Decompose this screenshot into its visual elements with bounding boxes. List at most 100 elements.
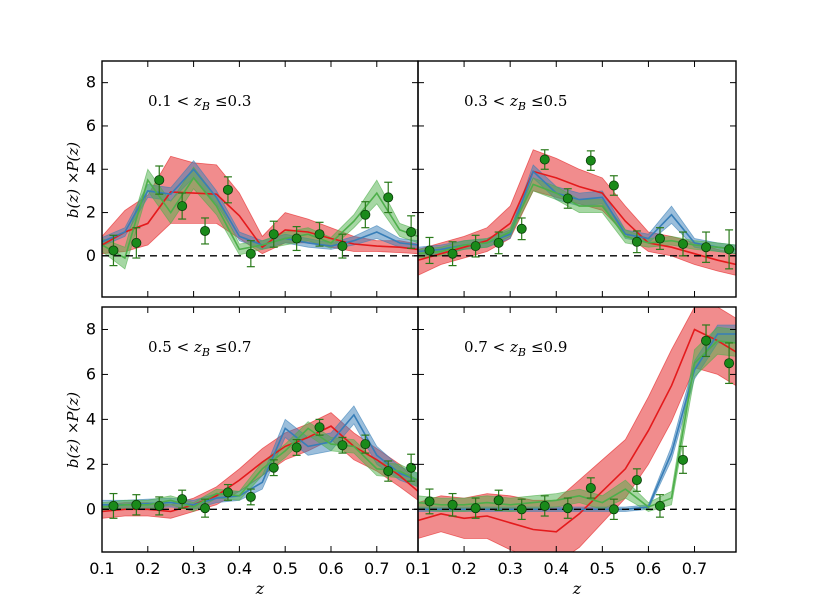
x-tick-label: 0.5 <box>272 559 297 578</box>
data-point <box>724 244 735 255</box>
data-point <box>539 154 550 165</box>
x-tick-label: 0.2 <box>451 559 476 578</box>
data-point <box>222 487 233 498</box>
y-tick-label: 6 <box>86 116 96 135</box>
panel-bottom-left: 0.1 0.2 0.3 0.4 0.5 0.6 0.7 0 2 4 6 8 0.5 < zB ≤0.7 <box>86 306 419 578</box>
data-point <box>360 439 371 450</box>
x-tick-label: 0.2 <box>135 559 160 578</box>
data-point <box>200 225 211 236</box>
panel-top-right: 0.3 < zB ≤0.5 <box>417 60 737 298</box>
data-point <box>406 227 417 238</box>
x-tick-label: 0.4 <box>227 559 252 578</box>
data-point <box>631 475 642 486</box>
data-point <box>268 462 279 473</box>
y-tick-label: 0 <box>86 246 96 265</box>
panel-label: 0.5 < zB ≤0.7 <box>148 338 251 359</box>
y-tick-label: 4 <box>86 409 96 428</box>
line-red <box>102 191 418 251</box>
y-tick-label: 8 <box>86 319 96 338</box>
data-point <box>493 237 504 248</box>
axes-frame <box>417 306 737 553</box>
data-point <box>654 500 665 511</box>
data-point <box>177 201 188 212</box>
data-point <box>337 440 348 451</box>
data-point <box>585 155 596 166</box>
y-tick-label: 0 <box>86 499 96 518</box>
line-red <box>102 425 418 513</box>
data-point <box>562 503 573 514</box>
data-point <box>701 335 712 346</box>
data-point <box>608 504 619 515</box>
data-point <box>154 500 165 511</box>
plot-area <box>418 307 736 552</box>
data-point <box>245 248 256 259</box>
x-tick-label: 0.3 <box>181 559 206 578</box>
y-axis-label-bottom: b(z) ×P(z) <box>64 392 82 468</box>
data-point <box>108 245 119 256</box>
data-point <box>585 482 596 493</box>
data-point <box>516 223 527 234</box>
data-point <box>154 175 165 186</box>
x-axis-label-right: z <box>572 579 582 598</box>
data-point <box>539 500 550 511</box>
y-tick-label: 2 <box>86 454 96 473</box>
line-red <box>418 328 736 533</box>
data-point <box>314 422 325 433</box>
data-point <box>360 209 371 220</box>
data-point <box>222 184 233 195</box>
y-tick-label: 2 <box>86 203 96 222</box>
plot-area <box>102 405 418 519</box>
data-point <box>245 491 256 502</box>
data-point <box>470 503 481 514</box>
data-point <box>724 358 735 369</box>
data-point <box>406 462 417 473</box>
data-point <box>424 496 435 507</box>
x-tick-label: 0.4 <box>544 559 569 578</box>
data-point <box>383 192 394 203</box>
data-point <box>631 236 642 247</box>
band-blue <box>418 164 736 257</box>
data-point <box>678 454 689 465</box>
x-tick-label: 0.7 <box>682 559 707 578</box>
y-tick-label: 8 <box>86 73 96 92</box>
data-point <box>701 242 712 253</box>
data-point <box>470 241 481 252</box>
data-point <box>337 241 348 252</box>
data-point <box>291 233 302 244</box>
data-point <box>562 193 573 204</box>
data-point <box>200 503 211 514</box>
plot-area <box>102 155 418 270</box>
panel-label: 0.7 < zB ≤0.9 <box>464 338 567 359</box>
y-tick-label: 6 <box>86 364 96 383</box>
data-point <box>314 229 325 240</box>
band-green <box>418 326 736 512</box>
x-tick-label: 0.1 <box>405 559 430 578</box>
data-point <box>447 248 458 259</box>
x-tick-label: 0.5 <box>590 559 615 578</box>
data-point <box>291 442 302 453</box>
panel-label: 0.3 < zB ≤0.5 <box>464 92 567 113</box>
data-point <box>447 499 458 510</box>
x-tick-label: 0.6 <box>636 559 661 578</box>
x-tick-label: 0.6 <box>318 559 343 578</box>
line-green <box>418 339 736 508</box>
line-green <box>102 176 418 260</box>
y-axis-label-top: b(z) ×P(z) <box>64 142 82 218</box>
data-point <box>268 229 279 240</box>
x-tick-label: 0.3 <box>497 559 522 578</box>
data-point <box>108 500 119 511</box>
data-point <box>131 499 142 510</box>
data-point <box>654 233 665 244</box>
data-point <box>383 466 394 477</box>
panel-top-left: 0 2 4 6 8 0.1 < zB ≤0.3 <box>86 60 419 298</box>
data-point <box>608 180 619 191</box>
x-tick-label: 0.1 <box>89 559 114 578</box>
data-point <box>424 245 435 256</box>
data-point <box>678 238 689 249</box>
data-point <box>493 495 504 506</box>
x-tick-label: 0.7 <box>364 559 389 578</box>
y-tick-label: 4 <box>86 159 96 178</box>
x-axis-label-left: z <box>255 579 265 598</box>
panel-bottom-right: 0.1 0.2 0.3 0.4 0.5 0.6 0.7 0.7 < zB ≤0.9 <box>405 306 737 578</box>
